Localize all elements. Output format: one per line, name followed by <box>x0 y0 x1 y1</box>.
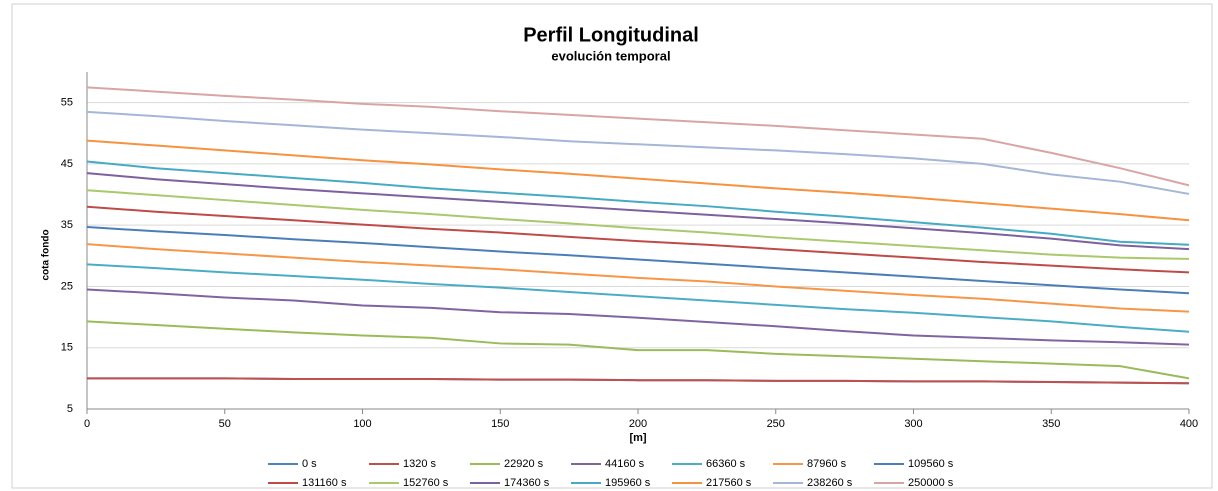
legend-label: 44160 s <box>605 458 645 470</box>
legend-label: 131160 s <box>302 477 347 489</box>
series-line <box>86 205 1190 274</box>
legend-label: 174360 s <box>504 477 550 489</box>
chart-title: Perfil Longitudinal <box>523 24 699 46</box>
x-tick-label: 350 <box>1042 418 1060 430</box>
y-tick-label: 55 <box>61 97 73 109</box>
series-line <box>86 86 1190 187</box>
legend-label: 152760 s <box>403 477 449 489</box>
legend-label: 22920 s <box>504 458 544 470</box>
legend-label: 217560 s <box>706 477 752 489</box>
y-axis-label: cota fondo <box>41 229 52 280</box>
y-tick-label: 35 <box>61 219 73 231</box>
series-line <box>86 189 1190 260</box>
series-line <box>86 172 1190 251</box>
chart-subtitle: evolución temporal <box>551 48 670 63</box>
x-tick-label: 150 <box>491 418 509 430</box>
x-tick-label: 200 <box>629 418 647 430</box>
legend-label: 66360 s <box>706 458 746 470</box>
series-line <box>87 377 1190 385</box>
series-line <box>86 288 1190 346</box>
series-line <box>86 110 1190 195</box>
legend-label: 87960 s <box>807 458 847 470</box>
chart-frame <box>11 3 1213 489</box>
series-line <box>86 263 1190 333</box>
y-tick-label: 15 <box>61 342 73 354</box>
x-tick-label: 0 <box>84 418 90 430</box>
legend-label: 195960 s <box>605 477 651 489</box>
y-tick-label: 5 <box>67 403 73 415</box>
series-line <box>86 320 1190 380</box>
series-line <box>86 243 1190 313</box>
x-axis-label: [m] <box>629 432 646 444</box>
legend-label: 238260 s <box>807 477 853 489</box>
legend-label: 0 s <box>302 458 317 470</box>
legend-label: 250000 s <box>908 477 954 489</box>
y-tick-label: 45 <box>61 158 73 170</box>
x-tick-label: 250 <box>767 418 785 430</box>
legend-label: 109560 s <box>908 458 954 470</box>
y-tick-label: 25 <box>61 280 73 292</box>
series-line <box>86 139 1190 222</box>
legend-label: 1320 s <box>403 458 437 470</box>
x-tick-label: 300 <box>904 418 922 430</box>
x-tick-label: 100 <box>353 418 371 430</box>
series-line <box>86 160 1190 246</box>
series-line <box>86 226 1190 295</box>
x-tick-label: 400 <box>1180 418 1198 430</box>
x-tick-label: 50 <box>219 418 231 430</box>
